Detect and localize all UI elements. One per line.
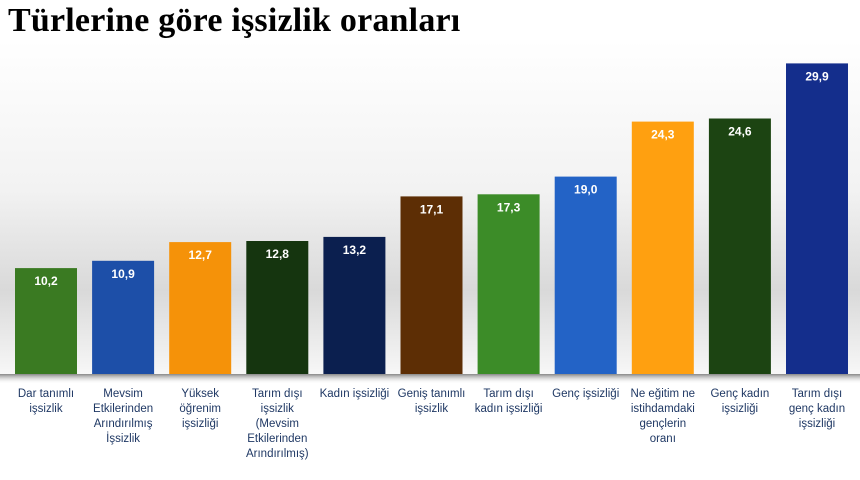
category-label-5: Geniş tanımlı işsizlik (398, 388, 466, 415)
category-label-line: Ne eğitim ne (631, 388, 696, 400)
category-label-line: Arındırılmış) (246, 448, 309, 460)
value-label-3: 12,8 (266, 247, 290, 261)
category-label-line: Kadın işsizliği (320, 388, 390, 400)
category-label-1: Mevsim Etkilerinden Arındırılmış İşsizlik (93, 388, 153, 445)
category-label-line: genç kadın (789, 403, 845, 415)
value-labels-group: 10,2 10,9 12,7 12,8 13,2 17,1 17,3 19,0 24,3 24,6… (34, 69, 829, 288)
category-label-line: Geniş tanımlı (398, 388, 466, 400)
category-label-line: İşsizlik (106, 432, 140, 445)
category-label-9: Genç kadın işsizliği (710, 388, 769, 415)
bars-group (15, 63, 848, 375)
bar-5 (400, 196, 463, 374)
bar-7 (554, 176, 617, 374)
category-label-line: işsizlik (29, 403, 62, 415)
category-label-line: Dar tanımlı (18, 388, 74, 400)
category-label-line: Mevsim (103, 388, 143, 400)
category-label-line: Tarım dışı (792, 388, 842, 400)
value-label-5: 17,1 (420, 202, 444, 216)
value-label-6: 17,3 (497, 200, 521, 214)
category-label-8: Ne eğitim ne istihdamdaki gençlerin oranı (631, 388, 696, 445)
bar-4 (323, 236, 386, 374)
bar-1 (92, 260, 155, 374)
category-label-line: işsizliği (722, 403, 758, 415)
bar-8 (631, 121, 694, 374)
category-label-line: Tarım dışı (252, 388, 302, 400)
category-label-line: işsizlik (261, 403, 294, 415)
value-label-8: 24,3 (651, 128, 675, 142)
category-label-line: işsizlik (415, 403, 448, 415)
bar-10 (786, 63, 848, 375)
category-label-4: Kadın işsizliği (320, 388, 390, 400)
value-label-9: 24,6 (728, 125, 752, 139)
bar-2 (169, 242, 232, 374)
category-label-7: Genç işsizliği (552, 388, 619, 400)
category-label-2: Yüksek öğrenim işsizliği (179, 388, 221, 430)
category-label-line: Etkilerinden (247, 433, 307, 445)
category-label-line: Genç kadın (710, 388, 769, 400)
value-label-4: 13,2 (343, 243, 367, 257)
value-label-0: 10,2 (34, 274, 58, 288)
category-label-6: Tarım dışı kadın işsizliği (475, 388, 543, 415)
category-label-line: kadın işsizliği (475, 403, 543, 415)
chart-title: Türlerine göre işsizlik oranları (8, 2, 461, 39)
value-label-7: 19,0 (574, 183, 598, 197)
bar-3 (246, 241, 309, 374)
floor-shadow (0, 374, 860, 384)
bar-9 (708, 118, 771, 374)
category-label-line: işsizliği (799, 418, 835, 430)
category-label-line: Etkilerinden (93, 403, 153, 415)
category-label-line: istihdamdaki (631, 403, 695, 415)
bar-0 (15, 268, 77, 374)
category-label-line: oranı (650, 433, 676, 445)
value-label-10: 29,9 (805, 69, 829, 83)
value-label-1: 10,9 (111, 267, 135, 281)
value-label-2: 12,7 (189, 248, 213, 262)
category-label-line: Genç işsizliği (552, 388, 619, 400)
category-label-line: Arındırılmış (94, 418, 153, 430)
category-label-3: Tarım dışı işsizlik (Mevsim Etkilerinden Arı… (246, 388, 309, 460)
category-label-line: Yüksek (181, 388, 219, 400)
category-labels-group: Dar tanımlı işsizlik Mevsim Etkilerinden Arı… (18, 388, 845, 460)
category-label-10: Tarım dışı genç kadın işsizliği (789, 388, 845, 430)
bar-6 (477, 194, 540, 374)
category-label-0: Dar tanımlı işsizlik (18, 388, 74, 415)
category-label-line: (Mevsim (256, 418, 299, 430)
category-label-line: işsizliği (182, 418, 218, 430)
category-label-line: öğrenim (179, 403, 221, 415)
category-label-line: gençlerin (639, 418, 686, 430)
category-label-line: Tarım dışı (483, 388, 533, 400)
